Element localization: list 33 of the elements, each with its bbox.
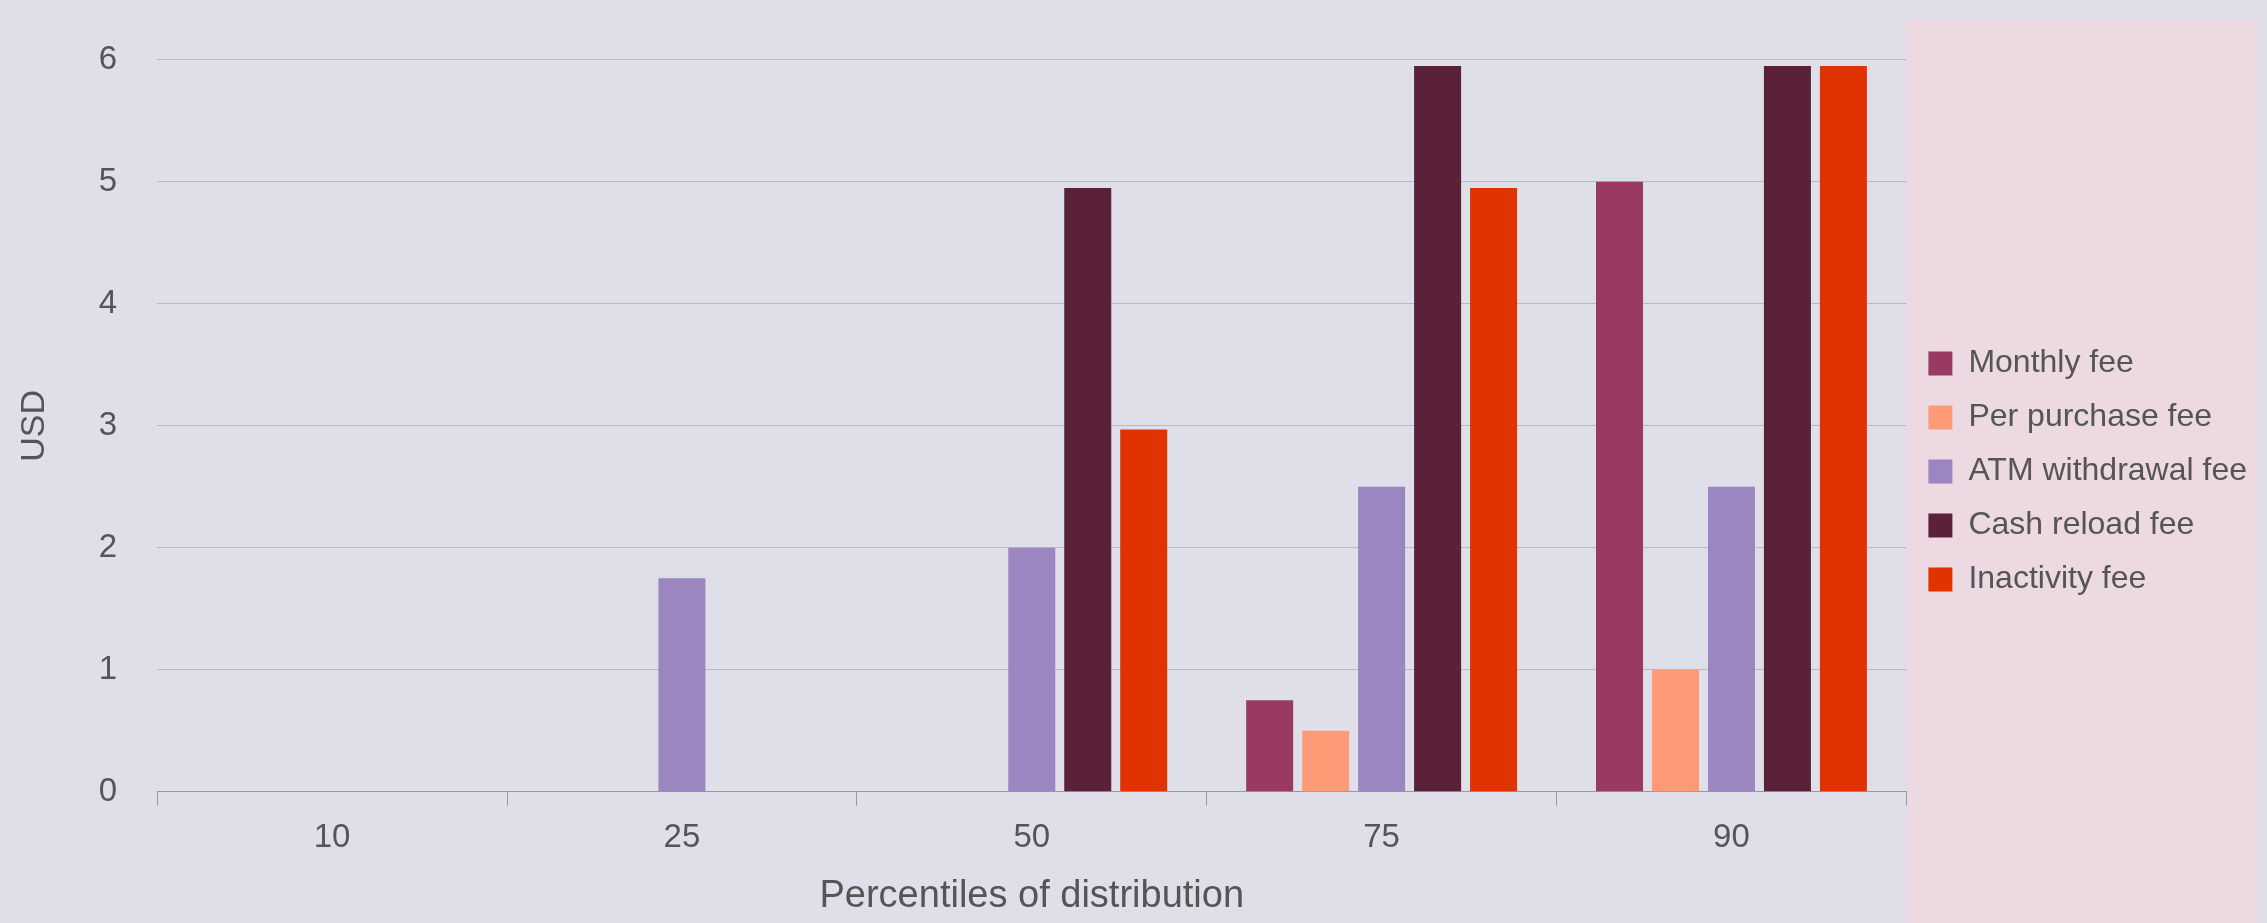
bar — [1120, 429, 1168, 792]
bar — [1596, 181, 1644, 792]
legend-label: Inactivity fee — [1968, 559, 2147, 596]
bar — [1470, 187, 1518, 792]
legend-label: ATM withdrawal fee — [1968, 451, 2247, 488]
bar — [1651, 669, 1699, 792]
bar — [658, 578, 706, 792]
y-tick-label: 1 — [98, 648, 118, 686]
bar — [1819, 65, 1867, 792]
y-tick-label: 0 — [98, 770, 118, 808]
y-tick-label: 6 — [98, 38, 118, 76]
legend-label: Monthly fee — [1968, 343, 2134, 380]
y-tick-label: 4 — [98, 282, 118, 320]
bar — [1707, 486, 1755, 792]
bar — [1008, 547, 1056, 792]
x-tick-label: 75 — [1363, 816, 1400, 854]
bar — [1763, 65, 1811, 792]
legend-label: Per purchase fee — [1968, 397, 2213, 434]
bar — [1302, 730, 1350, 792]
x-tick-label: 25 — [663, 816, 701, 854]
bar — [1414, 65, 1462, 792]
x-tick-label: 10 — [313, 816, 351, 854]
y-tick-label: 5 — [98, 160, 118, 198]
y-tick-label: 3 — [98, 404, 118, 442]
y-axis-title: USD — [12, 389, 51, 462]
x-tick-label: 90 — [1713, 816, 1750, 854]
bar — [1358, 486, 1406, 792]
y-tick-label: 2 — [98, 526, 118, 564]
x-tick-label: 50 — [1013, 816, 1051, 854]
bar — [1246, 700, 1294, 792]
bar — [1064, 187, 1112, 792]
x-axis-title: Percentiles of distribution — [819, 872, 1245, 915]
legend-label: Cash reload fee — [1968, 505, 2195, 542]
